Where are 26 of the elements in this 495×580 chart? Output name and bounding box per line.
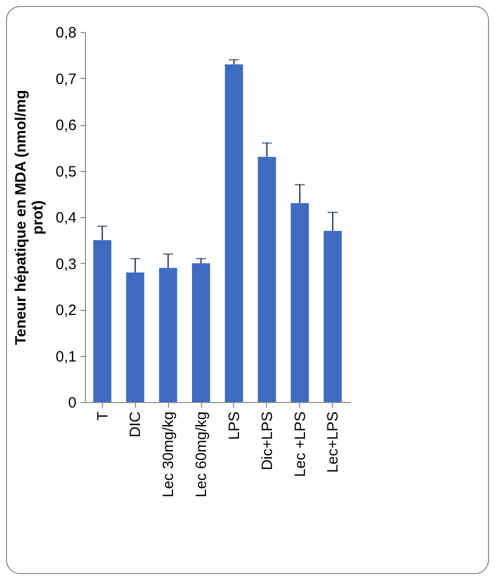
x-tick-label: Lec 60mg/kg (193, 412, 210, 498)
bar (324, 230, 342, 402)
y-tick-label: 0,7 (56, 70, 76, 88)
y-axis-title: Teneur hépatique en MDA (nmol/mg prot) (12, 90, 47, 346)
bar (192, 263, 210, 402)
bar (258, 156, 276, 402)
y-tick-label: 0,4 (56, 210, 76, 226)
bar (159, 268, 178, 402)
bar (224, 64, 244, 402)
x-tick-label: T (94, 412, 112, 421)
bar (126, 272, 144, 402)
bar (93, 240, 112, 402)
bar (290, 203, 309, 402)
x-tick-label: LPS (226, 412, 243, 440)
y-tick-label: 0,1 (56, 348, 76, 366)
y-tick-label: 0 (68, 394, 76, 412)
y-tick-label: 0,6 (56, 117, 76, 134)
x-tick-label: DIC (127, 411, 144, 438)
x-tick-label: Lec+LPS (324, 412, 342, 473)
y-tick-label: 0,3 (56, 256, 76, 273)
x-tick-label: Lec 30mg/kg (160, 412, 178, 498)
y-tick-label: 0,8 (56, 24, 76, 42)
x-tick-label: Lec +LPS (292, 412, 309, 477)
x-tick-label: Dic+LPS (258, 412, 276, 470)
y-tick-label: 0,5 (56, 163, 76, 180)
y-tick-label: 0,2 (56, 302, 76, 319)
